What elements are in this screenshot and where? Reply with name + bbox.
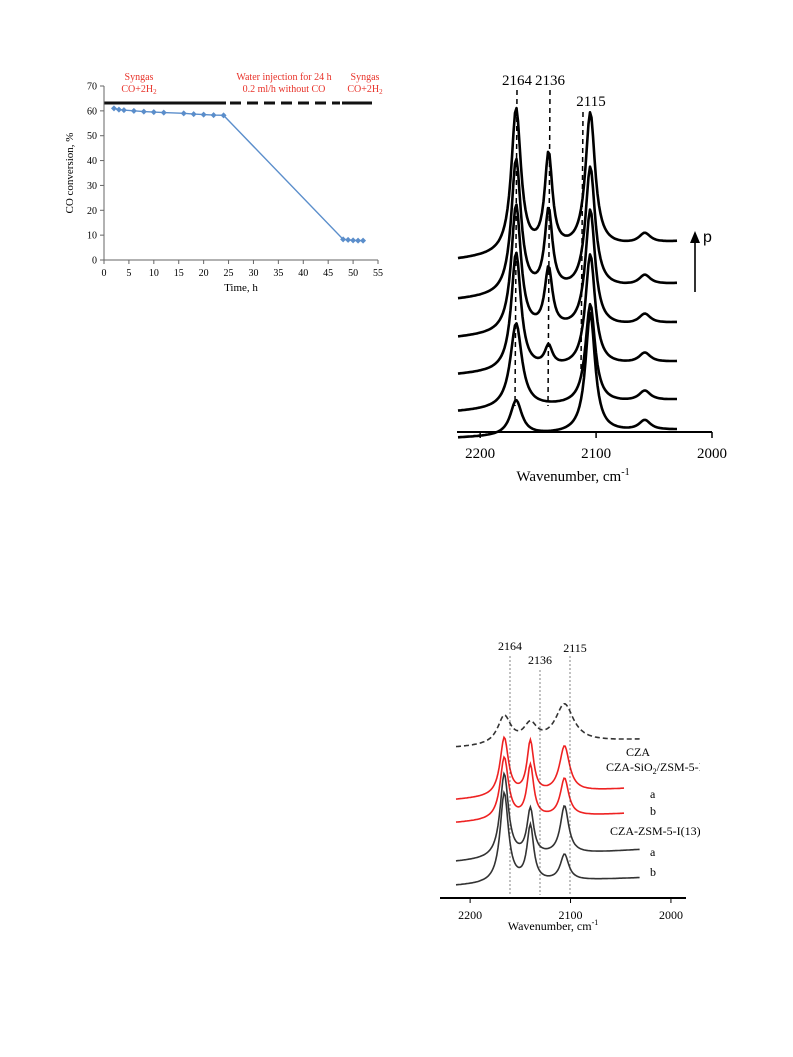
y-tick-label: 60 — [87, 106, 97, 117]
spectrum-line — [457, 106, 678, 260]
peak-label-2115: 2115 — [576, 94, 605, 110]
data-point — [200, 111, 207, 118]
x-tick-label: 2200 — [458, 908, 482, 922]
trace-label-sio2-a: a — [650, 787, 656, 801]
x-tick-label: 55 — [373, 268, 383, 279]
peak-guide-line — [514, 89, 518, 407]
y-tick-label: 50 — [87, 131, 97, 142]
data-point — [350, 237, 357, 244]
data-point — [220, 112, 227, 119]
trace-label-zsm-b: b — [650, 865, 656, 879]
pressure-arrow-head — [690, 231, 700, 243]
annotation-water-line2: 0.2 ml/h without CO — [243, 84, 326, 95]
x-tick-label: 5 — [126, 268, 131, 279]
annotation-syngas-left-line1: Syngas — [125, 72, 154, 83]
y-axis-label: CO conversion, % — [64, 133, 76, 214]
data-point — [180, 110, 187, 117]
y-tick-label: 10 — [87, 231, 97, 242]
trace-label-sio2-b: b — [650, 804, 656, 818]
data-point — [345, 236, 352, 243]
x-tick-label: 2200 — [465, 446, 495, 462]
ir-spectra-pressure-chart: 2164 2136 2115 p 2200 2100 2000 Wavenumber… — [457, 73, 727, 485]
data-point — [120, 107, 127, 114]
data-point — [140, 108, 147, 115]
spectrum-line — [457, 203, 677, 338]
data-point — [360, 237, 367, 244]
x-axis-label: Wavenumber, cm-1 — [508, 918, 599, 933]
ir-spectra-catalysts-chart: 2164 2136 2115 CZA CZA-SiO2/ZSM-5-I(13) … — [440, 639, 700, 933]
x-tick-label: 10 — [149, 268, 159, 279]
x-tick-label: 15 — [174, 268, 184, 279]
trace-label-zsm-a: a — [650, 845, 656, 859]
x-tick-label: 40 — [298, 268, 308, 279]
x-tick-label: 2100 — [581, 446, 611, 462]
data-point — [110, 105, 117, 112]
peak-guide-line — [580, 111, 584, 371]
peak-label-2136: 2136 — [535, 73, 566, 89]
series-label-cza: CZA — [626, 745, 650, 759]
spectrum-line — [455, 771, 640, 862]
peak-label-2164: 2164 — [502, 73, 533, 89]
data-point — [190, 111, 197, 118]
x-axis-label: Wavenumber, cm-1 — [516, 467, 629, 485]
spectrum-line — [455, 702, 640, 748]
annotation-syngas-right-line2: CO+2H2 — [347, 84, 383, 96]
data-point — [130, 107, 137, 114]
x-tick-label: 2000 — [697, 446, 727, 462]
y-tick-label: 70 — [87, 82, 97, 93]
annotation-syngas-left-line2: CO+2H2 — [121, 84, 157, 96]
spectrum-line — [455, 790, 640, 886]
x-tick-label: 0 — [102, 268, 107, 279]
pressure-label: p — [703, 229, 712, 246]
data-point — [115, 106, 122, 113]
data-point — [355, 237, 362, 244]
series-line — [113, 107, 364, 242]
y-tick-label: 30 — [87, 181, 97, 192]
spectrum-line — [457, 311, 677, 439]
y-tick-label: 0 — [92, 256, 97, 267]
x-tick-label: 2100 — [559, 908, 583, 922]
annotation-syngas-right-line1: Syngas — [351, 72, 380, 83]
y-tick-label: 20 — [87, 206, 97, 217]
peak-label-2115: 2115 — [563, 641, 587, 655]
peak-label-2164: 2164 — [498, 639, 522, 653]
co-conversion-chart: Syngas CO+2H2 Water injection for 24 h 0… — [64, 72, 383, 294]
x-tick-label: 35 — [273, 268, 283, 279]
x-axis-label: Time, h — [224, 282, 258, 294]
x-tick-label: 2000 — [659, 908, 683, 922]
spectrum-line — [457, 302, 677, 412]
x-tick-label: 25 — [224, 268, 234, 279]
data-point — [340, 236, 347, 243]
series-label-sio2: CZA-SiO2/ZSM-5-I(13) — [606, 760, 700, 776]
spectrum-line — [457, 157, 677, 300]
x-tick-label: 50 — [348, 268, 358, 279]
x-tick-label: 20 — [199, 268, 209, 279]
data-point — [150, 109, 157, 116]
peak-label-2136: 2136 — [528, 653, 552, 667]
spectrum-line — [457, 251, 678, 375]
peak-guide-line — [547, 89, 551, 407]
x-tick-label: 45 — [323, 268, 333, 279]
annotation-water-line1: Water injection for 24 h — [236, 72, 331, 83]
y-tick-label: 40 — [87, 156, 97, 167]
data-point — [160, 109, 167, 116]
x-tick-label: 30 — [248, 268, 258, 279]
series-label-zsm: CZA-ZSM-5-I(13) — [610, 824, 700, 838]
data-point — [210, 112, 217, 119]
